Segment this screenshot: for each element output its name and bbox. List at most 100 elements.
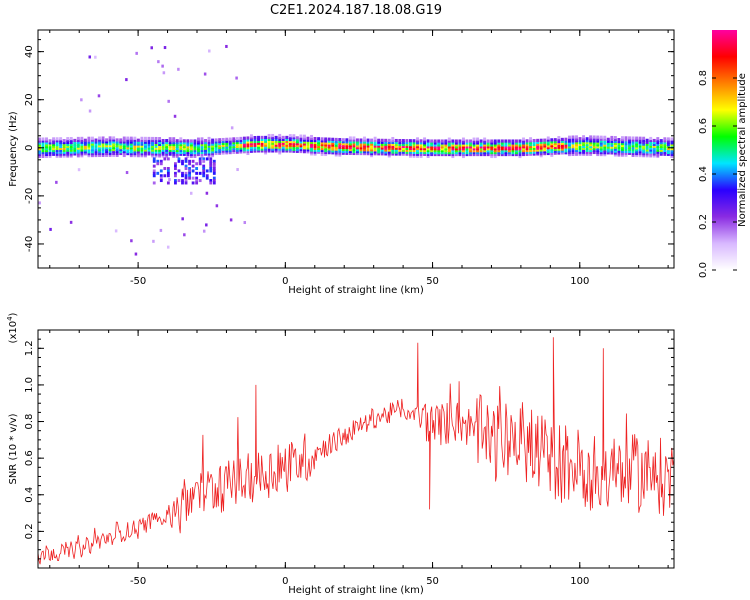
heatmap-cell [543,148,547,152]
heatmap-cell [212,162,216,166]
y-tick-label: 0.6 [24,450,35,466]
heatmap-cell [202,164,206,168]
heatmap-cell [500,152,504,157]
heatmap-cell [331,139,335,143]
heatmap-cell [136,144,140,148]
heatmap-cell [52,139,56,143]
heatmap-cell [184,176,188,180]
heatmap-cell [189,191,193,195]
heatmap-cell [313,150,317,154]
heatmap-cell [419,143,423,147]
heatmap-cell [214,151,218,156]
heatmap-cell [575,139,578,143]
heatmap-cell [126,144,130,148]
heatmap-cell [191,164,195,168]
heatmap-cell [433,139,437,143]
heatmap-cell [571,147,575,151]
heatmap-cell [356,148,359,152]
heatmap-cell [136,140,140,144]
heatmap-cell [553,138,557,142]
heatmap-cell [384,146,388,150]
heatmap-cell [147,142,151,146]
heatmap-cell [359,140,363,144]
heatmap-cell [257,139,260,143]
heatmap-cell [560,141,564,145]
heatmap-cell [207,136,211,141]
heatmap-cell [136,148,140,152]
heatmap-cell [599,152,603,157]
heatmap-cell [288,141,292,145]
heatmap-cell [257,147,260,151]
heatmap-cell [447,143,451,147]
heatmap-cell [564,149,568,153]
heatmap-cell [405,152,409,156]
heatmap-cell [384,140,388,144]
heatmap-cell [564,137,568,141]
heatmap-cell [631,149,635,154]
heatmap-cell [348,144,352,148]
heatmap-cell [221,143,225,147]
heatmap-cell [486,139,490,143]
heatmap-cell [197,147,200,151]
heatmap-cell [129,146,133,150]
heatmap-cell [635,150,639,154]
heatmap-cell [359,146,363,150]
heatmap-cell [451,147,455,151]
heatmap-cell [387,146,391,150]
heatmap-cell [568,152,571,157]
heatmap-cell [578,148,582,152]
heatmap-cell [320,137,324,141]
heatmap-cell [179,152,183,156]
heatmap-cell [80,148,84,152]
heatmap-cell [472,151,476,155]
heatmap-cell [140,152,144,156]
heatmap-cell [166,245,170,249]
heatmap-cell [621,149,624,153]
heatmap-cell [101,138,105,142]
heatmap-cell [377,138,381,142]
heatmap-cell [193,154,197,159]
heatmap-cell [603,143,607,147]
heatmap-cell [401,146,405,150]
heatmap-cell [38,141,41,145]
heatmap-cell [493,154,497,159]
heatmap-cell [469,143,472,147]
heatmap-cell [606,145,610,149]
heatmap-cell [454,139,458,143]
heatmap-cell [87,138,91,142]
heatmap-cell [631,151,635,156]
heatmap-cell [218,143,222,148]
heatmap-cell [189,147,193,151]
x-tick-label: 0 [282,576,288,587]
heatmap-cell [582,152,586,156]
heatmap-cell [212,171,216,175]
heatmap-cell [624,145,628,150]
heatmap-cell [546,146,550,150]
heatmap-cell [186,139,190,143]
heatmap-cell [204,152,207,156]
heatmap-cell [303,136,306,140]
heatmap-cell [76,146,80,150]
heatmap-cell [539,146,543,150]
heatmap-cell [670,137,674,141]
heatmap-cell [652,150,656,154]
heatmap-cell [628,145,631,150]
heatmap-cell [175,154,179,158]
heatmap-cell [172,148,176,152]
heatmap-cell [490,141,494,145]
heatmap-cell [334,137,338,142]
heatmap-cell [557,137,561,142]
heatmap-cell [458,151,462,155]
heatmap-cell [242,144,246,148]
heatmap-cell [94,55,97,59]
heatmap-cell [440,143,444,147]
heatmap-cell [472,137,476,141]
heatmap-cell [158,144,162,148]
heatmap-cell [133,140,137,144]
heatmap-cell [260,141,264,145]
heatmap-cell [469,141,472,145]
heatmap-cell [253,149,257,153]
heatmap-cell [119,140,123,144]
heatmap-cell [483,147,487,151]
heatmap-cell [174,167,177,171]
